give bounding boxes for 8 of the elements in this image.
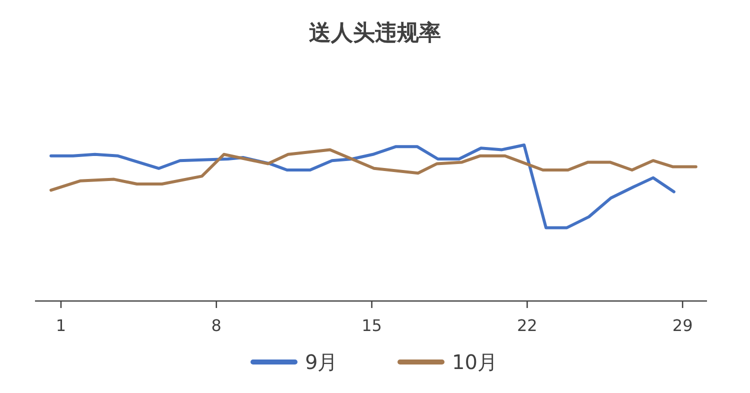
x-tick-label: 1 [56, 316, 66, 335]
legend-label: 10月 [452, 350, 498, 374]
x-tick-label: 29 [672, 316, 693, 335]
x-tick-label: 15 [362, 316, 382, 335]
x-tick-label: 8 [211, 316, 222, 335]
x-tick-label: 22 [517, 316, 538, 335]
chart-title: 送人头违规率 [309, 20, 441, 46]
legend-label: 9月 [305, 350, 338, 374]
